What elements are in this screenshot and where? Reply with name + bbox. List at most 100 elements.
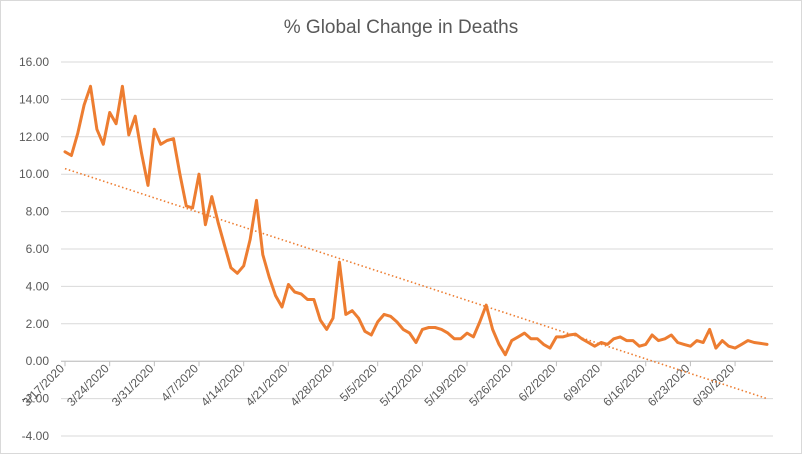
data-point	[191, 206, 194, 210]
data-point	[593, 345, 596, 348]
chart-title: % Global Change in Deaths	[283, 17, 519, 38]
data-point	[293, 290, 296, 294]
data-point	[574, 332, 577, 336]
data-point	[440, 328, 443, 331]
series-line	[63, 84, 769, 357]
data-point	[402, 328, 405, 331]
data-point	[555, 335, 558, 339]
x-tick-label: 5/26/2020	[466, 361, 514, 409]
data-point	[140, 152, 143, 155]
data-point	[561, 335, 564, 339]
data-point	[638, 345, 641, 348]
data-point	[485, 303, 488, 307]
data-point	[319, 318, 322, 322]
data-point	[89, 85, 92, 88]
data-point	[395, 320, 399, 324]
data-point	[350, 309, 354, 312]
data-point	[657, 339, 660, 342]
data-point	[421, 328, 424, 331]
data-point	[76, 131, 79, 135]
data-point	[670, 333, 673, 337]
data-point	[242, 264, 245, 268]
data-point	[127, 133, 131, 137]
y-tick-label: 16.00	[19, 55, 49, 69]
data-point	[625, 339, 628, 342]
x-tick-label: 3/24/2020	[64, 361, 112, 409]
x-tick-label: 6/23/2020	[645, 361, 693, 409]
data-point	[248, 238, 252, 241]
y-tick-label: 14.00	[19, 92, 49, 106]
y-tick-label: -4.00	[22, 429, 50, 443]
data-point	[548, 346, 552, 350]
x-tick-label: 5/19/2020	[422, 361, 470, 409]
data-point	[287, 283, 290, 286]
data-point	[567, 333, 571, 337]
data-point	[114, 122, 118, 125]
data-point	[178, 173, 182, 176]
x-tick-label: 4/21/2020	[243, 361, 291, 409]
data-point	[159, 143, 162, 146]
data-point	[472, 335, 475, 339]
data-point	[338, 260, 341, 264]
data-point	[344, 313, 347, 316]
x-tick-label: 5/5/2020	[337, 361, 380, 404]
data-point	[753, 341, 756, 344]
data-point	[70, 154, 73, 157]
x-tick-label: 6/16/2020	[600, 361, 648, 409]
data-point	[389, 315, 392, 318]
data-point	[619, 335, 622, 339]
x-tick-label: 3/31/2020	[109, 361, 157, 409]
data-point	[210, 195, 213, 198]
data-point	[542, 343, 545, 346]
x-tick-label: 4/28/2020	[288, 361, 336, 409]
data-point	[268, 275, 271, 279]
y-tick-label: 0.00	[26, 354, 50, 368]
data-point	[663, 337, 667, 340]
y-tick-label: 4.00	[26, 279, 50, 293]
data-point	[510, 339, 513, 342]
data-point	[529, 337, 533, 340]
data-point	[102, 143, 105, 146]
data-point	[536, 337, 539, 340]
y-tick-label: 12.00	[19, 130, 49, 144]
data-point	[299, 292, 303, 296]
data-point	[740, 343, 743, 346]
data-point	[682, 343, 686, 346]
y-tick-label: 10.00	[19, 167, 49, 181]
data-point	[676, 341, 679, 344]
data-point	[746, 339, 750, 342]
data-point	[306, 298, 309, 301]
data-point	[459, 337, 462, 340]
data-point	[172, 137, 175, 140]
data-point	[721, 339, 724, 342]
data-point	[427, 326, 430, 329]
data-point	[108, 111, 111, 114]
data-point	[599, 341, 603, 344]
data-point	[433, 326, 437, 329]
data-point	[491, 328, 494, 331]
data-point	[650, 333, 654, 337]
data-point	[331, 316, 335, 320]
data-point	[274, 294, 277, 297]
data-point	[504, 353, 507, 356]
data-point	[325, 328, 328, 331]
y-tick-label: 2.00	[26, 317, 50, 331]
x-tick-label: 6/30/2020	[690, 361, 738, 409]
data-point	[223, 244, 226, 247]
data-point	[185, 204, 188, 208]
data-point	[478, 320, 482, 324]
data-point	[121, 85, 124, 88]
x-tick-label: 6/9/2020	[560, 361, 603, 404]
data-point	[134, 115, 137, 118]
x-tick-label: 6/2/2020	[516, 361, 559, 404]
data-point	[497, 343, 501, 346]
data-point	[446, 331, 450, 335]
data-point	[606, 343, 609, 346]
data-point	[63, 150, 67, 153]
data-point	[197, 173, 201, 176]
data-point	[689, 345, 692, 348]
data-point	[363, 330, 367, 333]
x-tick-label: 5/12/2020	[377, 361, 425, 409]
data-point	[216, 221, 220, 225]
